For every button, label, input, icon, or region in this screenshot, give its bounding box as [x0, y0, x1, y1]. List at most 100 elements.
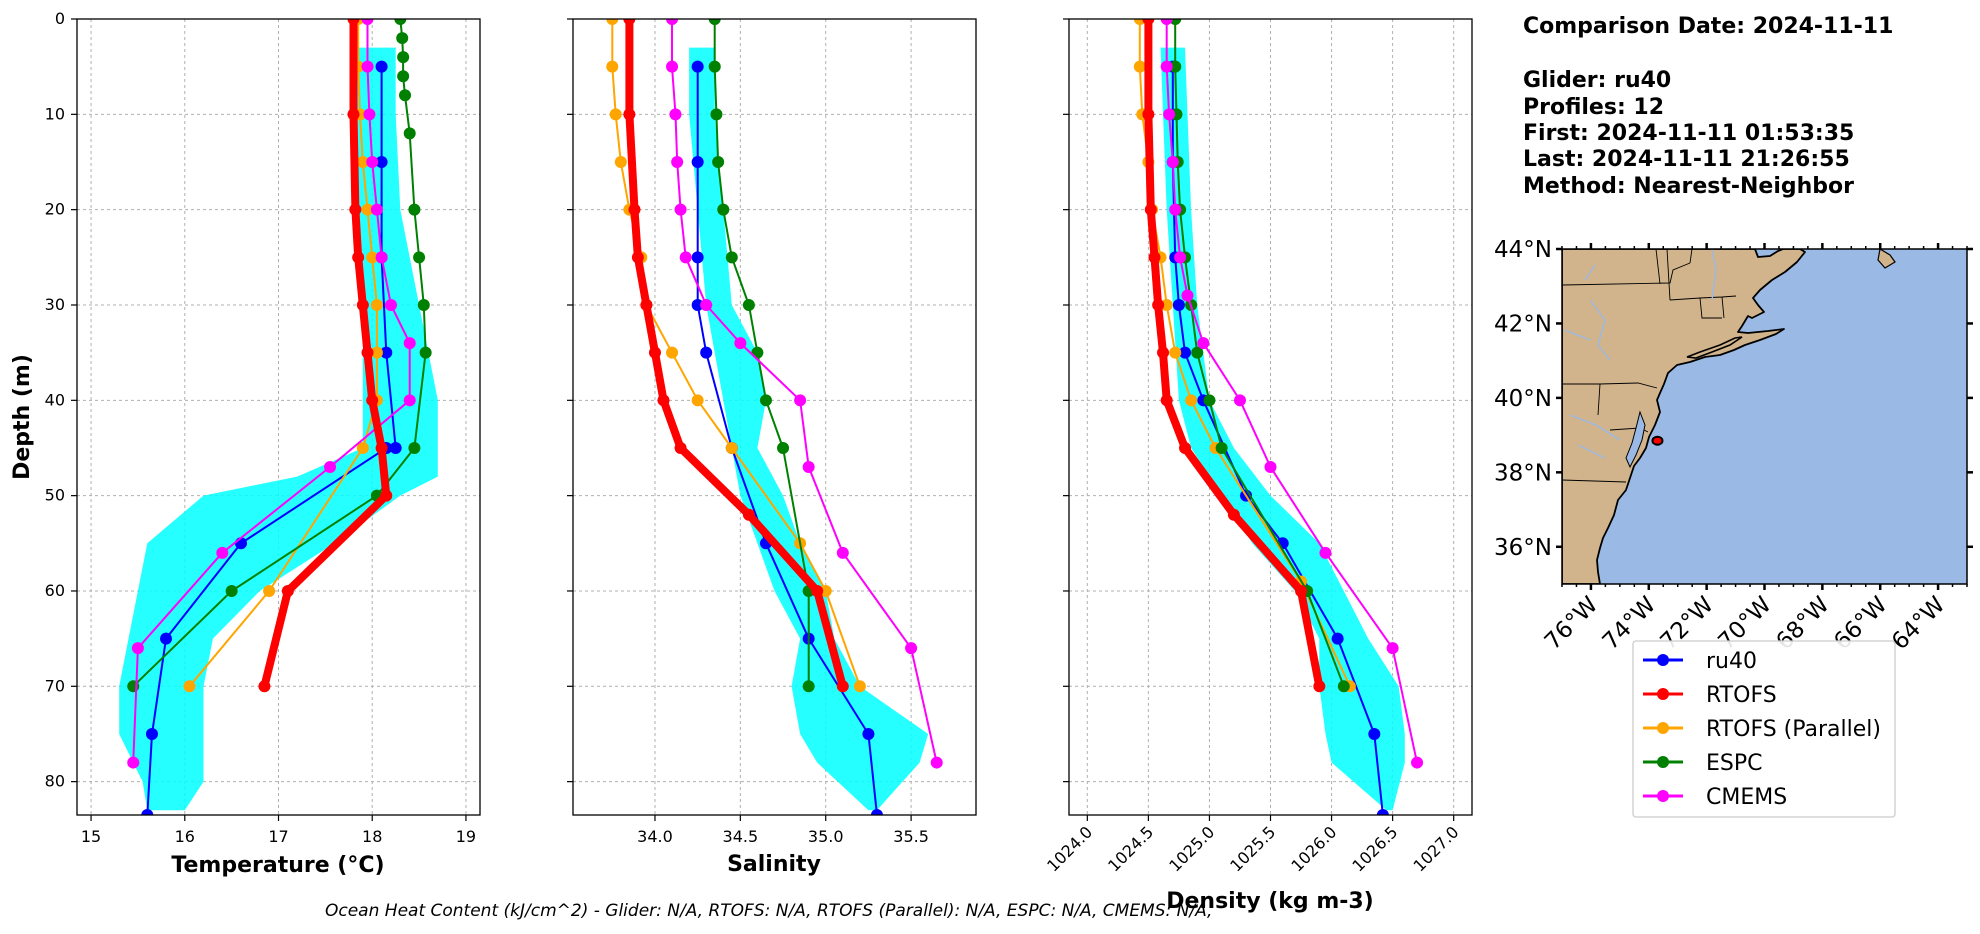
salinity-panel: 34.0 34.5 35.0 35.5 Salinity: [567, 18, 977, 877]
density-point-cmems: [1174, 251, 1187, 264]
density-grid: [1069, 18, 1472, 815]
salinity-point-cmems: [905, 642, 918, 655]
salinity-point-espc: [742, 298, 755, 311]
temperature-point-rtofs: [281, 584, 294, 597]
temperature-point-cmems: [131, 642, 144, 655]
legend-entry-rtofs-parallel: RTOFS (Parallel): [1643, 717, 1881, 742]
salinity-point-rtofs: [811, 584, 824, 597]
salinity-point-rtofs: [640, 298, 653, 311]
salinity-point-espc: [751, 346, 764, 359]
temperature-point-ru40: [160, 632, 173, 645]
salinity-point-cmems: [666, 19, 679, 25]
salinity-point-rtofs-parallel: [606, 60, 619, 73]
legend-entry-ru40: ru40: [1643, 649, 1757, 674]
salinity-point-espc: [708, 19, 721, 25]
temperature-point-ru40: [141, 809, 154, 815]
density-point-rtofs: [1142, 19, 1155, 25]
salinity-point-ru40: [691, 251, 704, 264]
temperature-axis-label: Temperature (°C): [171, 853, 384, 878]
density-point-espc: [1215, 441, 1228, 454]
density-point-rtofs: [1157, 346, 1170, 359]
legend-label: CMEMS: [1706, 785, 1787, 810]
legend-label: RTOFS (Parallel): [1706, 717, 1881, 742]
profile-count: Profiles: 12: [1523, 95, 1665, 120]
salinity-point-espc: [710, 108, 723, 121]
salinity-point-ru40: [700, 346, 713, 359]
glider-position-marker: [1651, 435, 1664, 446]
temperature-point-ru40: [375, 155, 388, 168]
salinity-point-rtofs: [674, 441, 687, 454]
map-land: [1562, 249, 1806, 584]
depth-tick-label: 50: [45, 486, 65, 505]
map-lat-label: 42°N: [1494, 311, 1552, 337]
salinity-point-ru40: [691, 155, 704, 168]
depth-tick-label: 30: [45, 295, 65, 314]
legend-swatch-marker: [1657, 654, 1669, 666]
glider-name: Glider: ru40: [1523, 68, 1672, 93]
depth-tick-label: 0: [55, 9, 65, 28]
temperature-tick-label: 16: [175, 827, 195, 846]
temperature-series-rtofs: [258, 19, 393, 693]
salinity-point-ru40: [870, 809, 883, 815]
temperature-point-rtofs: [347, 19, 360, 25]
temperature-point-espc: [419, 346, 432, 359]
density-point-cmems: [1197, 337, 1210, 350]
salinity-point-rtofs-parallel: [853, 680, 866, 693]
temperature-point-rtofs-parallel: [356, 155, 369, 168]
temperature-point-cmems: [366, 155, 379, 168]
density-panel: 1024.0 1024.5 1025.0 1025.5 1026.0 1026.5 1027…: [1043, 18, 1473, 914]
salinity-tick-label: 34.5: [723, 827, 759, 846]
temperature-point-espc: [396, 32, 409, 45]
temperature-point-cmems: [363, 108, 376, 121]
map-rivers: [1564, 249, 1717, 459]
temperature-point-cmems: [384, 298, 397, 311]
temperature-point-rtofs-parallel: [370, 346, 383, 359]
temperature-point-rtofs: [347, 108, 360, 121]
salinity-point-espc: [777, 441, 790, 454]
temperature-point-rtofs: [258, 680, 271, 693]
temperature-point-rtofs: [349, 203, 362, 216]
density-point-rtofs: [1152, 298, 1165, 311]
density-point-rtofs: [1227, 508, 1240, 521]
ocean-heat-content-footer: Ocean Heat Content (kJ/cm^2) - Glider: N…: [325, 901, 1213, 921]
temperature-tick-label: 18: [362, 827, 382, 846]
temperature-tick-label: 17: [268, 827, 288, 846]
map-lat-label: 38°N: [1494, 460, 1552, 486]
density-point-rtofs: [1142, 108, 1155, 121]
density-point-rtofs: [1160, 394, 1173, 407]
salinity-point-rtofs-parallel: [819, 584, 832, 597]
map-chesapeake: [1625, 410, 1646, 469]
temperature-point-espc: [408, 203, 421, 216]
salinity-point-espc: [802, 680, 815, 693]
density-point-rtofs: [1295, 584, 1308, 597]
temperature-tick-label: 15: [81, 827, 101, 846]
density-point-cmems: [1166, 155, 1179, 168]
legend: ru40 RTOFS RTOFS (Parallel) ESPC CMEMS: [1632, 640, 1896, 818]
map-lon-label: 64°W: [1887, 592, 1950, 655]
density-series-cmems: [1160, 19, 1424, 769]
temperature-point-cmems: [127, 756, 140, 769]
salinity-point-rtofs-parallel: [614, 155, 627, 168]
salinity-point-cmems: [734, 337, 747, 350]
salinity-series-espc: [708, 19, 815, 693]
salinity-point-rtofs: [836, 680, 849, 693]
temperature-point-espc: [397, 51, 410, 64]
density-line-espc: [1174, 19, 1345, 687]
salinity-tick-label: 35.5: [893, 827, 929, 846]
temperature-point-ru40: [380, 346, 393, 359]
salinity-point-rtofs: [623, 19, 636, 25]
temperature-point-rtofs: [361, 346, 374, 359]
depth-tick-label: 70: [45, 676, 65, 695]
temperature-point-espc: [394, 19, 407, 25]
density-point-rtofs-parallel: [1160, 298, 1173, 311]
map-lat-label: 40°N: [1494, 386, 1552, 412]
temperature-point-cmems: [403, 394, 416, 407]
depth-tick-label: 60: [45, 581, 65, 600]
density-tick-label: 1026.5: [1348, 822, 1401, 875]
temperature-point-espc: [403, 127, 416, 140]
density-point-cmems: [1169, 203, 1182, 216]
density-tick-label: 1024.0: [1043, 822, 1096, 875]
salinity-axis-label: Salinity: [727, 852, 821, 877]
density-point-rtofs-parallel: [1169, 346, 1182, 359]
density-tick-label: 1026.0: [1287, 822, 1340, 875]
